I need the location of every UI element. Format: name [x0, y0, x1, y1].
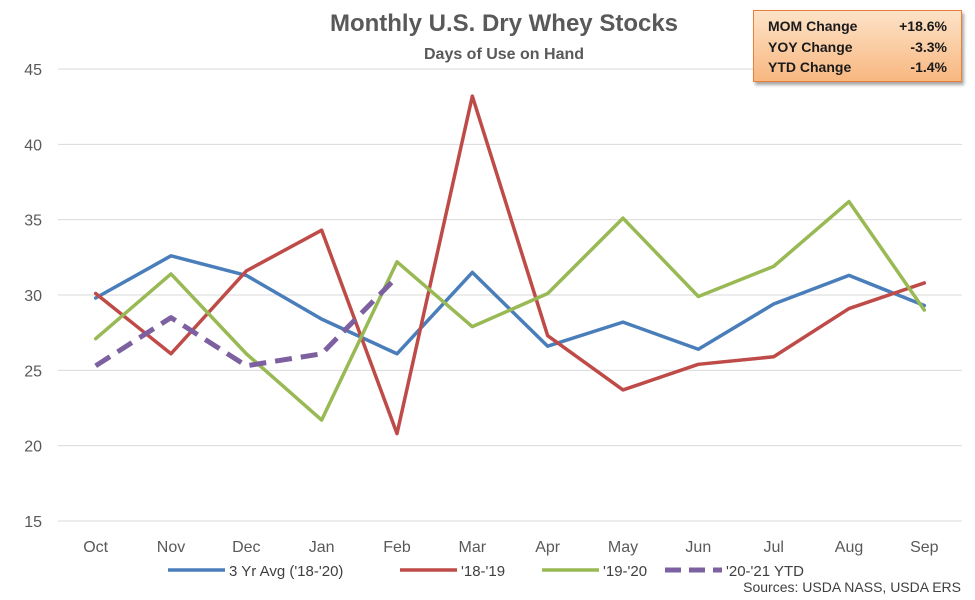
x-tick-label: Oct — [83, 539, 108, 556]
y-tick-label: 25 — [24, 363, 42, 380]
legend-label: '18-'19 — [461, 563, 505, 580]
series-line — [93, 199, 927, 422]
stat-value: +18.6% — [899, 18, 947, 34]
chart-title: Monthly U.S. Dry Whey Stocks — [330, 10, 678, 37]
x-tick-label: Aug — [835, 539, 863, 556]
x-tick-label: Feb — [383, 539, 411, 556]
series-lines — [93, 94, 927, 436]
stat-label: YOY Change — [768, 38, 853, 55]
y-tick-label: 15 — [24, 514, 42, 531]
x-tick-label: Jul — [763, 539, 783, 556]
series-line — [93, 94, 927, 436]
y-axis: 15 20 25 30 35 40 45 — [24, 62, 42, 531]
x-tick-label: Nov — [157, 539, 185, 556]
x-axis: Oct Nov Dec Jan Feb Mar Apr May Jun Jul Aug Sep — [83, 539, 938, 556]
stat-row-yoy: YOY Change -3.3% — [768, 37, 947, 58]
y-tick-label: 40 — [24, 137, 42, 154]
x-tick-label: Jun — [685, 539, 711, 556]
x-tick-label: Jan — [309, 539, 335, 556]
x-tick-label: Sep — [910, 539, 939, 556]
legend-label: 3 Yr Avg ('18-'20) — [229, 563, 343, 580]
legend-label: '20-'21 YTD — [726, 563, 804, 580]
y-tick-label: 35 — [24, 213, 42, 230]
chart-subtitle: Days of Use on Hand — [424, 46, 584, 63]
stat-label: YTD Change — [768, 59, 852, 75]
legend-label: '19-'20 — [603, 563, 647, 580]
change-summary-box: MOM Change +18.6% YOY Change -3.3% YTD C… — [753, 10, 962, 82]
x-tick-label: Mar — [459, 539, 487, 556]
gridlines — [58, 68, 962, 522]
x-tick-label: Dec — [232, 539, 260, 556]
stat-row-ytd: YTD Change -1.4% — [768, 57, 947, 78]
x-tick-label: Apr — [535, 539, 561, 556]
x-tick-label: May — [608, 539, 638, 556]
y-tick-label: 20 — [24, 439, 42, 456]
stat-value: -1.4% — [910, 59, 947, 75]
stat-value: -3.3% — [910, 38, 947, 55]
y-tick-label: 30 — [24, 288, 42, 305]
series-line — [94, 275, 399, 369]
source-note: Sources: USDA NASS, USDA ERS — [743, 579, 961, 595]
y-tick-label: 45 — [24, 62, 42, 79]
stat-row-mom: MOM Change +18.6% — [768, 16, 947, 37]
stat-label: MOM Change — [768, 18, 858, 34]
legend: 3 Yr Avg ('18-'20) '18-'19 '19-'20 '20-'21 … — [168, 563, 804, 580]
